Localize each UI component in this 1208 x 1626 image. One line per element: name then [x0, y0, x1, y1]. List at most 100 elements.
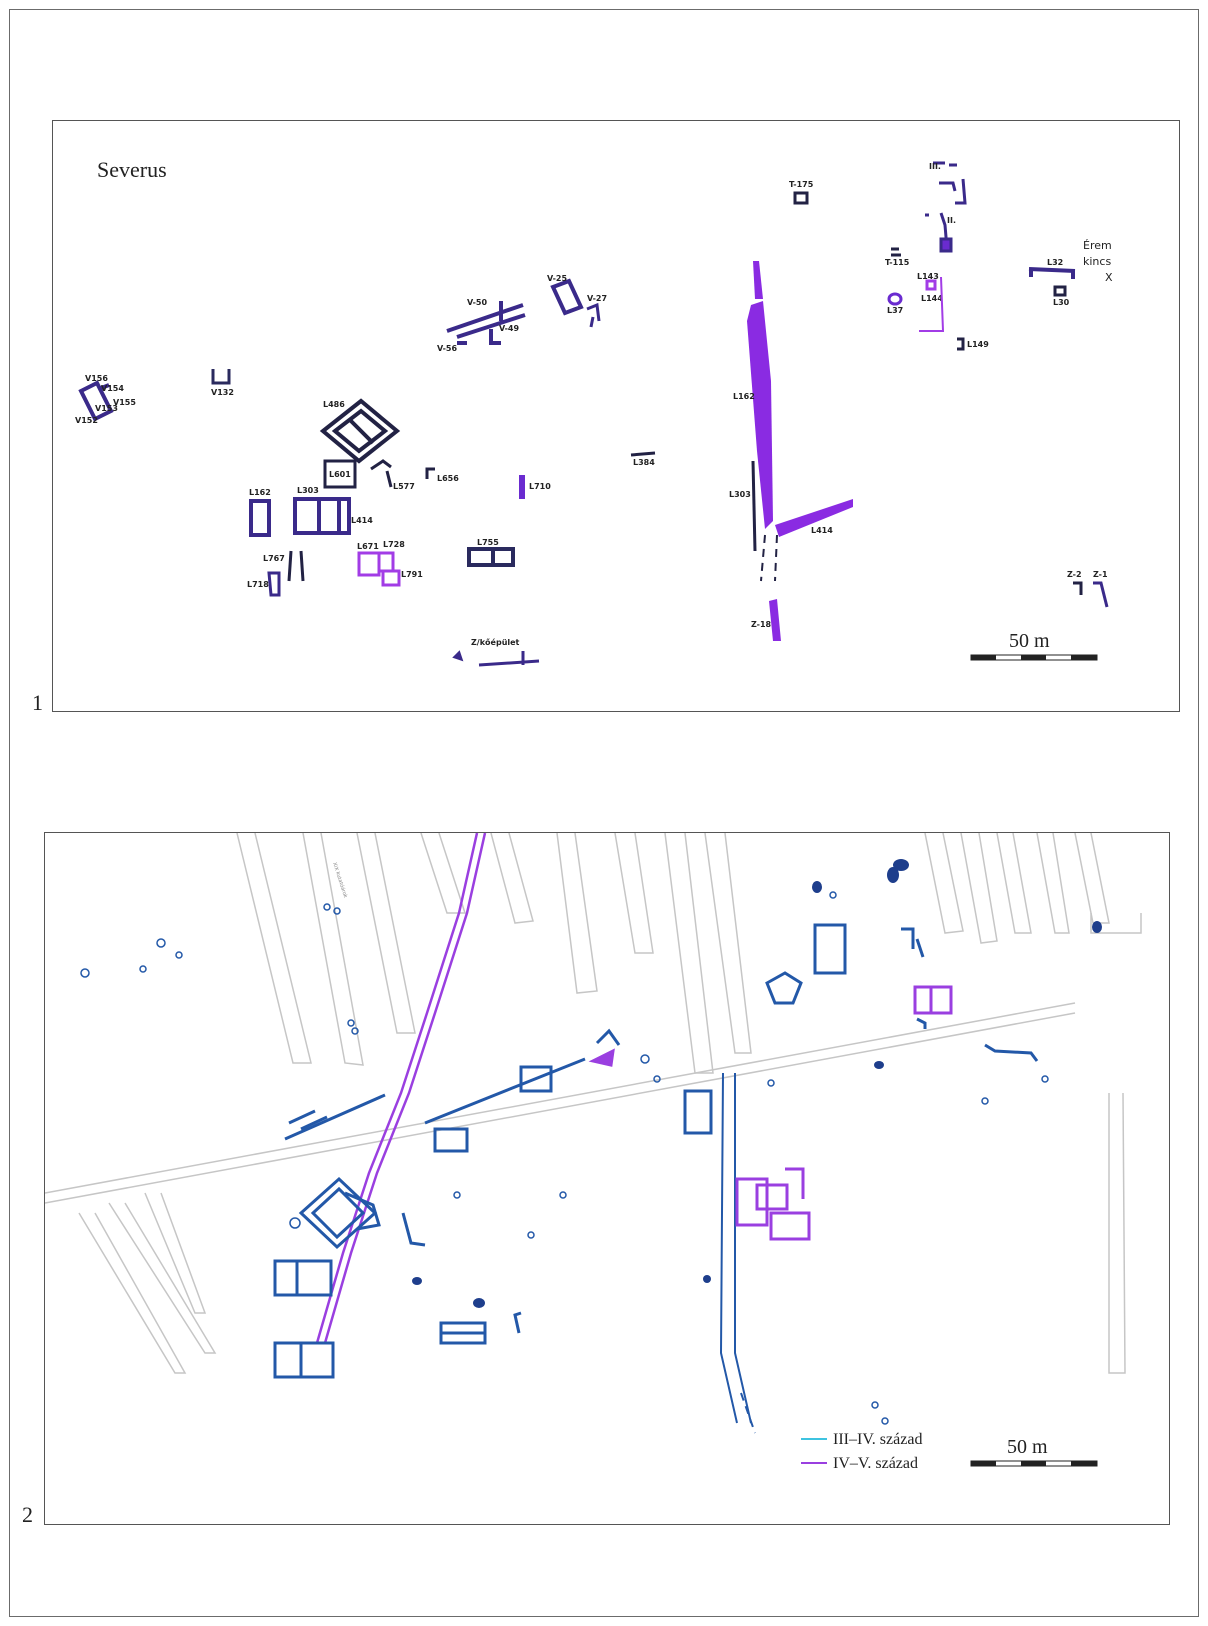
label-v155: V155: [113, 398, 136, 407]
trench-label: XIX kutatóárok: [331, 861, 349, 898]
label-l577: L577: [393, 482, 415, 491]
label-z1: Z-1: [1093, 570, 1108, 579]
scale-bar-map2: [970, 1460, 1098, 1467]
feature-l728: [287, 550, 305, 582]
map-severus-drawing: Severus V156 V154 V155 V153 V152 V132 V-…: [75, 157, 1113, 667]
label-l303-text: L303: [729, 490, 751, 499]
label-v25: V-25: [547, 274, 567, 283]
feature-v152-group: [78, 380, 114, 422]
label-l32: L32: [1047, 258, 1063, 267]
label-l791: L718: [247, 580, 269, 589]
feature-l601: [323, 459, 357, 489]
label-l143: L143: [917, 272, 939, 281]
label-ii: II.: [947, 216, 956, 225]
label-t115: T-115: [885, 258, 910, 267]
feature-l766: [467, 547, 515, 567]
feature-v50-group: [446, 301, 526, 345]
label-v152: V152: [75, 416, 98, 425]
scale-label-map1: 50 m: [1009, 630, 1050, 652]
label-l710: L710: [529, 482, 551, 491]
feature-z18: [769, 599, 781, 641]
annotation-erem: Érem: [1083, 239, 1112, 252]
annotation-kincs: kincs: [1083, 255, 1111, 268]
label-l671: L414: [351, 516, 373, 525]
feature-l671: [293, 497, 351, 535]
feature-t115: [891, 247, 901, 257]
label-l755: L671: [357, 542, 379, 551]
label-v156: V156: [85, 374, 108, 383]
feature-iii-ii: [925, 161, 967, 253]
label-l728: L767: [263, 554, 285, 563]
feature-z-koepulet: [452, 650, 540, 667]
map-overlay: XIX kutatóárok III–IV. század IV–V. száz…: [44, 832, 1170, 1525]
feature-t175: [793, 191, 809, 205]
feature-purple-structures: [588, 985, 953, 1241]
feature-l486: [319, 398, 401, 464]
feature-pits: [412, 859, 1102, 1308]
map-title: Severus: [97, 157, 167, 182]
feature-l144: [919, 276, 945, 332]
label-v153: V153: [95, 404, 118, 413]
label-l656: L656: [437, 474, 459, 483]
feature-l767: [249, 499, 271, 537]
feature-l384: [630, 451, 656, 457]
label-v49: V-49: [499, 324, 519, 333]
label-t175: T-175: [789, 180, 814, 189]
feature-l162-north: [753, 261, 763, 299]
label-l144: L144: [921, 294, 943, 303]
legend-label-2: IV–V. század: [833, 1455, 918, 1472]
trench-outlines: [78, 833, 1142, 1374]
feature-road-purple: [315, 833, 487, 1344]
feature-l414: [775, 499, 853, 537]
legend-label-1: III–IV. század: [833, 1431, 922, 1448]
feature-l149: [957, 337, 965, 351]
feature-road-blue: [719, 1072, 752, 1424]
label-l486: L486: [323, 400, 345, 409]
feature-road-dashed: [760, 534, 778, 582]
label-v27: V-27: [587, 294, 607, 303]
label-l414-text: L414: [811, 526, 833, 535]
map-severus: Severus V156 V154 V155 V153 V152 V132 V-…: [52, 120, 1180, 712]
label-z-koepulet: Z/kőépület: [471, 637, 520, 647]
legend: III–IV. század IV–V. század: [801, 1431, 922, 1472]
label-v50: V-50: [467, 298, 487, 307]
label-z18-text: Z-18: [751, 620, 772, 629]
feature-z2: [1073, 581, 1083, 595]
scale-label-map2: 50 m: [1007, 1436, 1048, 1458]
label-l37: L37: [887, 306, 903, 315]
label-l718: L303: [297, 486, 319, 495]
feature-v132: [211, 369, 231, 385]
label-l149: L149: [967, 340, 989, 349]
label-l755a: L791: [401, 570, 423, 579]
feature-l30: [1053, 285, 1067, 297]
figure-number-2: 2: [22, 1502, 33, 1527]
label-l767: L162: [249, 488, 271, 497]
feature-l143: [925, 279, 937, 291]
feature-l710: [519, 475, 525, 499]
figure-number-1: 1: [32, 690, 43, 715]
feature-l32: [1028, 267, 1076, 279]
scale-bar-map1: [970, 654, 1098, 661]
feature-l755: [357, 551, 401, 587]
label-l384: L384: [633, 458, 655, 467]
feature-v27: [586, 302, 601, 328]
map-overlay-drawing: XIX kutatóárok III–IV. század IV–V. száz…: [45, 833, 1142, 1472]
label-l757: L728: [383, 540, 405, 549]
label-v154: V154: [101, 384, 124, 393]
feature-blue-structures: [273, 923, 1039, 1379]
feature-v25: [550, 278, 584, 316]
feature-road-blue-dashed: [740, 1392, 756, 1434]
feature-l656: [425, 467, 435, 479]
label-iii: III.: [929, 162, 941, 171]
feature-l577: [370, 459, 393, 488]
road-outline: [45, 1002, 1076, 1204]
feature-l303: [751, 460, 757, 552]
feature-l791: [267, 571, 281, 597]
label-l30: L30: [1053, 298, 1070, 307]
feature-small-pits: [80, 891, 1049, 1425]
label-l766: L755: [477, 538, 499, 547]
feature-l162: [747, 301, 773, 529]
feature-z1: [1093, 581, 1109, 608]
page-frame: [9, 9, 1199, 1617]
label-v132: V132: [211, 388, 234, 397]
